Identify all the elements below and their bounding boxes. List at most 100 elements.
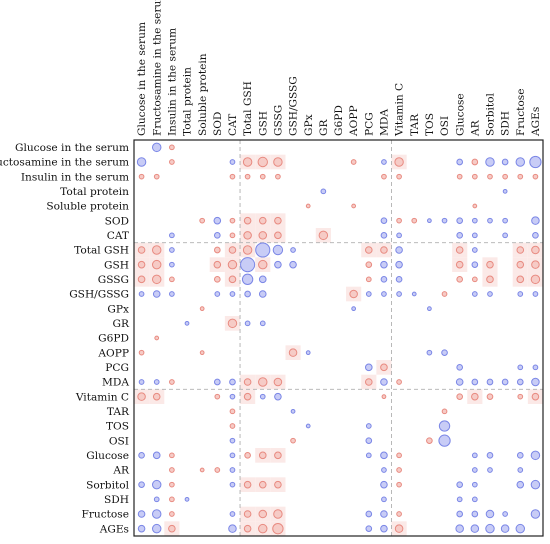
correlation-bubble bbox=[151, 274, 162, 285]
correlation-bubble bbox=[456, 364, 464, 371]
correlation-bubble bbox=[214, 291, 221, 297]
correlation-bubble bbox=[169, 144, 175, 151]
correlation-bubble bbox=[380, 217, 388, 224]
row-label: GSSG bbox=[98, 274, 129, 286]
plot-border bbox=[133, 139, 544, 537]
row-label: Vitamin C bbox=[75, 391, 129, 403]
column-label: Total GSH bbox=[242, 81, 254, 136]
correlation-bubble bbox=[137, 392, 146, 401]
correlation-bubble bbox=[441, 217, 448, 224]
correlation-bubble bbox=[137, 260, 146, 269]
correlation-bubble bbox=[471, 291, 478, 297]
correlation-bubble bbox=[502, 511, 508, 517]
correlation-bubble bbox=[228, 275, 237, 284]
column-label: GR bbox=[318, 119, 330, 136]
column-label: PCG bbox=[363, 112, 375, 136]
correlation-bubble bbox=[516, 275, 525, 284]
correlation-bubble bbox=[487, 291, 493, 297]
correlation-bubble bbox=[137, 524, 146, 533]
column-label: Fructose bbox=[515, 88, 527, 136]
correlation-bubble bbox=[274, 216, 282, 225]
correlation-bubble bbox=[531, 216, 540, 225]
column-label: Fructosamine in the serum bbox=[151, 0, 163, 136]
correlation-bubble bbox=[380, 260, 388, 269]
correlation-bubble bbox=[365, 423, 372, 429]
correlation-bubble bbox=[243, 480, 252, 489]
correlation-bubble bbox=[199, 467, 205, 473]
correlation-bubble bbox=[456, 232, 464, 239]
correlation-bubble bbox=[199, 306, 205, 312]
row-label: GR bbox=[113, 318, 130, 330]
correlation-bubble bbox=[152, 290, 161, 298]
correlation-bubble bbox=[154, 335, 160, 341]
correlation-bubble bbox=[305, 203, 311, 209]
correlation-bubble bbox=[396, 481, 402, 488]
correlation-bubble bbox=[259, 320, 266, 327]
correlation-bubble bbox=[456, 173, 463, 180]
column-label: AR bbox=[469, 119, 481, 137]
correlation-bubble bbox=[153, 496, 160, 503]
correlation-bubble bbox=[411, 291, 417, 297]
row-label: Total GSH bbox=[74, 245, 129, 257]
column-label: Total protein bbox=[182, 67, 194, 136]
correlation-bubble bbox=[169, 452, 175, 459]
correlation-bubble bbox=[485, 509, 495, 519]
correlation-bubble bbox=[138, 452, 145, 459]
row-label: GPx bbox=[107, 303, 129, 315]
correlation-bubble bbox=[471, 173, 478, 180]
correlation-bubble bbox=[455, 246, 464, 254]
correlation-bubble bbox=[396, 467, 402, 473]
correlation-bubble bbox=[228, 246, 237, 254]
row-label: TOS bbox=[106, 421, 129, 433]
correlation-bubble bbox=[244, 452, 251, 459]
correlation-bubble bbox=[274, 260, 282, 269]
correlation-bubble bbox=[396, 173, 402, 180]
row-label: AR bbox=[112, 465, 130, 477]
correlation-bubble bbox=[516, 480, 525, 489]
correlation-bubble bbox=[500, 524, 510, 533]
correlation-bubble bbox=[365, 276, 372, 283]
correlation-bubble bbox=[396, 452, 402, 459]
correlation-bubble bbox=[502, 173, 508, 180]
correlation-bubble bbox=[380, 510, 388, 518]
correlation-bubble bbox=[438, 420, 451, 432]
correlation-bubble bbox=[289, 260, 297, 269]
correlation-bubble bbox=[456, 276, 464, 283]
correlation-bubble bbox=[381, 394, 387, 400]
correlation-bubble bbox=[274, 392, 282, 401]
correlation-bubble bbox=[532, 232, 539, 239]
correlation-bubble bbox=[244, 173, 251, 180]
correlation-bubble bbox=[365, 525, 373, 532]
correlation-bubble bbox=[229, 159, 236, 165]
correlation-bubble bbox=[273, 377, 283, 387]
correlation-bubble bbox=[255, 242, 271, 258]
correlation-bubble bbox=[531, 392, 540, 401]
correlation-bubble bbox=[151, 142, 162, 153]
correlation-bubble bbox=[502, 188, 508, 194]
correlation-bubble bbox=[456, 217, 464, 224]
row-label: Insulin in the serum bbox=[21, 171, 129, 183]
correlation-bubble bbox=[487, 467, 493, 473]
correlation-bubble bbox=[169, 247, 175, 253]
correlation-bubble bbox=[471, 452, 478, 459]
correlation-bubble bbox=[350, 159, 357, 165]
correlation-bubble bbox=[516, 378, 524, 386]
plot-frame bbox=[133, 139, 544, 537]
correlation-bubble bbox=[455, 260, 464, 269]
correlation-bubble bbox=[396, 511, 402, 517]
column-label: SOD bbox=[212, 112, 224, 136]
correlation-bubble bbox=[151, 523, 162, 534]
correlation-bubble bbox=[213, 216, 222, 225]
correlation-bubble bbox=[530, 274, 541, 285]
correlation-bubble bbox=[365, 246, 373, 254]
correlation-bubble bbox=[136, 157, 147, 167]
correlation-bubble bbox=[258, 216, 267, 225]
row-label: Sorbitol bbox=[86, 479, 130, 491]
correlation-bubble bbox=[485, 157, 495, 167]
correlation-bubble bbox=[199, 350, 205, 356]
correlation-bubble bbox=[227, 259, 238, 270]
correlation-bubble bbox=[169, 379, 175, 385]
correlation-bubble bbox=[257, 156, 268, 168]
correlation-bubble bbox=[169, 276, 175, 283]
correlation-bubble bbox=[153, 379, 160, 385]
